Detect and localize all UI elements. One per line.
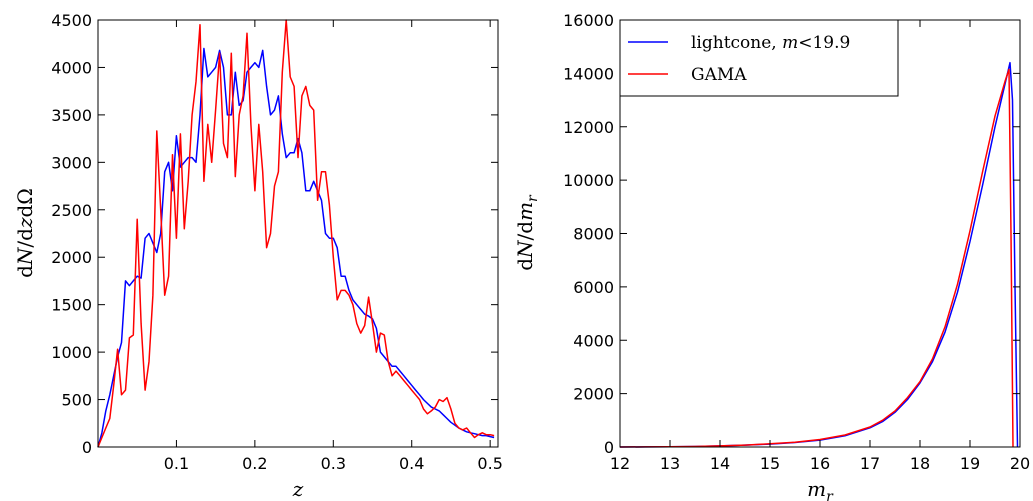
left-y-tick-label: 3500 [51, 106, 92, 125]
right-x-tick-label: 19 [960, 454, 980, 473]
right-y-tick-label: 4000 [573, 331, 614, 350]
left-y-tick-label: 1500 [51, 296, 92, 315]
left-x-tick-label: 0.5 [477, 454, 502, 473]
right-y-tick-label: 12000 [563, 118, 614, 137]
right-y-tick-label: 10000 [563, 171, 614, 190]
left-y-tick-label: 3000 [51, 153, 92, 172]
left-y-tick-label: 2000 [51, 248, 92, 267]
right-x-tick-label: 20 [1010, 454, 1030, 473]
right-x-tick-label: 12 [610, 454, 630, 473]
legend-label-gama: GAMA [691, 65, 747, 85]
right-y-tick-label: 6000 [573, 278, 614, 297]
right-x-tick-label: 13 [660, 454, 680, 473]
left-y-tick-label: 1000 [51, 343, 92, 362]
left-plot-lines [97, 19, 495, 448]
right-y-tick-label: 2000 [573, 385, 614, 404]
right-axis-ticks: 12 13 14 15 16 17 18 19 20 0 2000 4000 6000 8000 10000… [563, 11, 1030, 473]
right-y-tick-label: 14000 [563, 64, 614, 83]
right-x-tick-label: 18 [910, 454, 930, 473]
legend-label-lightcone: lightcone, m<19.9 [691, 33, 850, 53]
right-x-axis-label: mr [807, 477, 834, 501]
left-x-tick-label: 0.2 [242, 454, 267, 473]
right-y-tick-label: 8000 [573, 225, 614, 244]
chart-right: 12 13 14 15 16 17 18 19 20 0 2000 4000 6000 8000 10000… [513, 11, 1030, 501]
left-y-tick-label: 4000 [51, 58, 92, 77]
left-y-axis-label: dN/dzdΩ [13, 188, 37, 278]
right-y-tick-label: 0 [604, 438, 614, 457]
left-axis-ticks: 0.1 0.2 0.3 0.4 0.5 0 500 1000 1500 2000 2500 3000 3… [51, 11, 503, 473]
left-x-tick-label: 0.3 [321, 454, 346, 473]
left-plot-frame [97, 19, 499, 448]
left-y-tick-label: 500 [61, 391, 92, 410]
right-x-tick-label: 15 [760, 454, 780, 473]
left-series-line-lightcone [97, 47, 495, 448]
legend-box [619, 19, 899, 97]
chart-left: 0.1 0.2 0.3 0.4 0.5 0 500 1000 1500 2000 2500 3000 3… [13, 11, 503, 501]
left-y-tick-label: 0 [82, 438, 92, 457]
left-x-tick-label: 0.4 [399, 454, 424, 473]
right-plot-lines [619, 61, 1019, 448]
right-series-line-gama [619, 68, 1014, 448]
right-x-tick-label: 17 [860, 454, 880, 473]
legend: lightcone, m<19.9 GAMA [619, 19, 899, 97]
left-x-axis-label: z [292, 477, 304, 501]
left-y-tick-label: 4500 [51, 11, 92, 30]
right-y-tick-label: 16000 [563, 11, 614, 30]
right-y-axis-label: dN/dmr [513, 194, 541, 271]
right-x-tick-label: 14 [710, 454, 730, 473]
left-x-tick-label: 0.1 [164, 454, 189, 473]
left-series-line-gama [97, 19, 495, 448]
right-x-tick-label: 16 [810, 454, 830, 473]
left-y-tick-label: 2500 [51, 201, 92, 220]
right-series-line-lightcone [619, 61, 1019, 448]
